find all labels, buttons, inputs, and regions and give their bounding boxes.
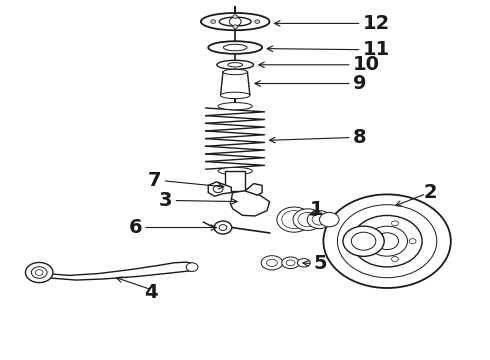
Text: 9: 9 <box>353 74 367 93</box>
Circle shape <box>233 15 238 18</box>
Circle shape <box>293 209 322 230</box>
Circle shape <box>363 228 370 233</box>
Circle shape <box>282 211 306 229</box>
Circle shape <box>363 250 370 255</box>
Circle shape <box>409 239 416 244</box>
Ellipse shape <box>220 92 250 99</box>
Circle shape <box>338 205 437 278</box>
Text: 4: 4 <box>145 283 158 302</box>
Text: 6: 6 <box>128 218 142 237</box>
Ellipse shape <box>219 17 251 26</box>
Text: 1: 1 <box>310 200 323 219</box>
Circle shape <box>186 263 198 271</box>
Text: 2: 2 <box>424 183 438 202</box>
Circle shape <box>392 221 398 226</box>
Polygon shape <box>225 171 245 191</box>
Text: 11: 11 <box>363 40 390 59</box>
Circle shape <box>214 221 232 234</box>
Circle shape <box>351 232 376 250</box>
Text: 7: 7 <box>148 171 162 190</box>
Circle shape <box>229 17 241 26</box>
Ellipse shape <box>297 258 310 267</box>
Circle shape <box>392 256 398 261</box>
Ellipse shape <box>208 41 262 54</box>
Text: 5: 5 <box>314 254 327 273</box>
Polygon shape <box>29 262 196 280</box>
Circle shape <box>307 211 332 229</box>
Circle shape <box>298 212 318 227</box>
Ellipse shape <box>282 257 299 269</box>
Circle shape <box>219 225 227 230</box>
Ellipse shape <box>267 259 277 266</box>
Ellipse shape <box>218 103 252 110</box>
Circle shape <box>343 226 384 256</box>
Ellipse shape <box>223 69 247 75</box>
Text: 8: 8 <box>353 128 367 147</box>
Circle shape <box>277 207 311 232</box>
Circle shape <box>213 185 223 193</box>
Text: 12: 12 <box>363 14 390 33</box>
Ellipse shape <box>223 44 247 51</box>
Circle shape <box>255 20 260 23</box>
Text: 3: 3 <box>159 191 172 210</box>
Circle shape <box>25 262 53 283</box>
Circle shape <box>233 25 238 28</box>
Polygon shape <box>220 72 250 95</box>
Circle shape <box>352 215 422 267</box>
Circle shape <box>367 226 408 256</box>
Circle shape <box>31 267 47 278</box>
Ellipse shape <box>201 13 270 30</box>
Polygon shape <box>208 182 231 196</box>
Circle shape <box>319 212 339 227</box>
Polygon shape <box>245 184 262 195</box>
Ellipse shape <box>261 256 283 270</box>
Polygon shape <box>230 191 270 216</box>
Circle shape <box>211 20 216 23</box>
Ellipse shape <box>218 167 252 175</box>
Circle shape <box>35 270 43 275</box>
Circle shape <box>323 194 451 288</box>
Ellipse shape <box>217 60 254 69</box>
Circle shape <box>312 214 327 225</box>
Text: 10: 10 <box>353 55 380 74</box>
Ellipse shape <box>228 63 243 67</box>
Circle shape <box>376 233 398 249</box>
Ellipse shape <box>286 260 295 266</box>
